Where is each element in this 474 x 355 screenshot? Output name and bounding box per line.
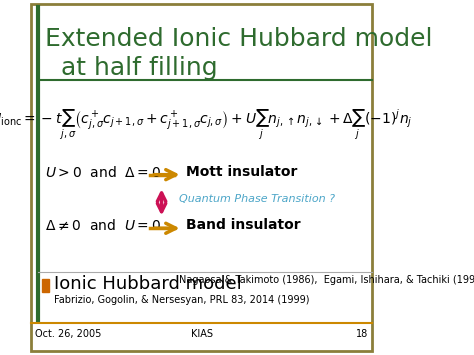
Text: Fabrizio, Gogolin, & Nersesyan, PRL 83, 2014 (1999): Fabrizio, Gogolin, & Nersesyan, PRL 83, … — [54, 295, 309, 305]
Text: KIAS: KIAS — [191, 329, 212, 339]
Bar — [42, 279, 49, 292]
Text: Band insulator: Band insulator — [186, 218, 301, 232]
Text: Quantum Phase Transition ?: Quantum Phase Transition ? — [179, 194, 335, 204]
Text: Extended Ionic Hubbard model
  at half filling: Extended Ionic Hubbard model at half fil… — [45, 27, 432, 80]
Text: 18: 18 — [356, 329, 369, 339]
Text: $U>0$  and  $\Delta=0$: $U>0$ and $\Delta=0$ — [45, 165, 161, 180]
Text: $\Delta\neq 0$  and  $U=0$: $\Delta\neq 0$ and $U=0$ — [45, 218, 161, 233]
Text: Ionic Hubbard model: Ionic Hubbard model — [54, 275, 241, 293]
Text: Nagaosa & Takimoto (1986),  Egami, Ishihara, & Tachiki (1993): Nagaosa & Takimoto (1986), Egami, Ishiha… — [179, 275, 474, 285]
Text: $H_{\mathrm{ionc}} = -t\sum_{j,\sigma}\left(c^+_{j,\sigma}c_{j+1,\sigma}+c^+_{j+: $H_{\mathrm{ionc}} = -t\sum_{j,\sigma}\l… — [0, 108, 413, 142]
Text: Oct. 26, 2005: Oct. 26, 2005 — [35, 329, 101, 339]
Text: Mott insulator: Mott insulator — [186, 165, 297, 179]
